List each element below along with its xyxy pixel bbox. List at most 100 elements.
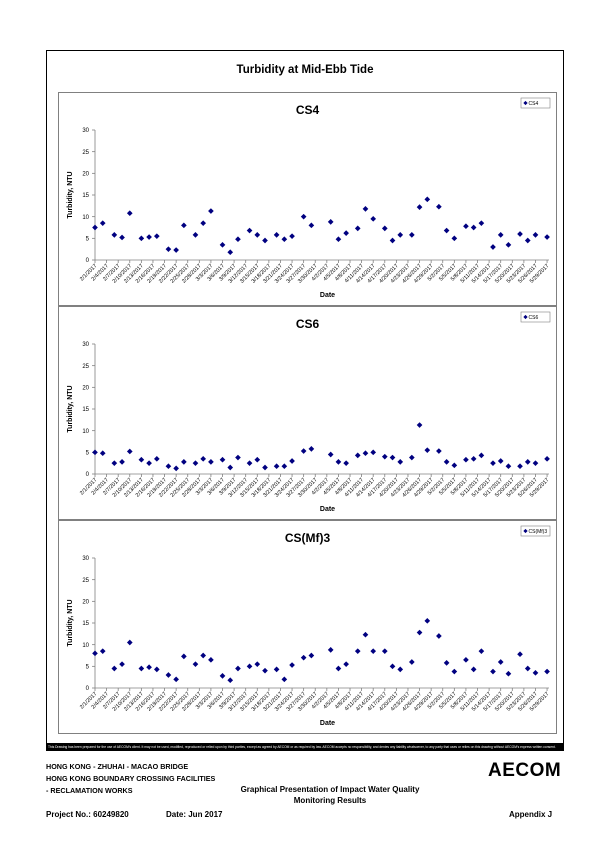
data-point	[416, 204, 423, 210]
data-point	[99, 450, 106, 457]
y-tick-label: 15	[82, 407, 89, 413]
data-point	[138, 456, 145, 463]
data-point	[173, 465, 179, 472]
data-point	[153, 233, 160, 239]
data-point	[381, 453, 388, 460]
chart-title: CS4	[296, 103, 320, 117]
data-point	[262, 237, 268, 244]
project-number: Project No.: 60249820	[46, 810, 129, 819]
x-axis-label: Date	[320, 720, 335, 727]
y-tick-label: 15	[82, 621, 89, 627]
data-point	[517, 463, 523, 470]
data-point	[254, 456, 261, 463]
data-point	[436, 633, 442, 639]
y-axis-label: Turbidity, NTU	[67, 599, 74, 646]
data-point	[273, 232, 280, 238]
data-point	[246, 227, 253, 234]
footer-line-3: - RECLAMATION WORKS	[46, 786, 133, 795]
data-point	[273, 666, 280, 673]
chart-area	[58, 520, 557, 734]
data-point	[343, 460, 349, 466]
legend-label: CS(Mf)3	[529, 529, 548, 535]
data-point	[308, 222, 315, 229]
main-title: Turbidity at Mid-Ebb Tide	[236, 64, 374, 76]
data-point	[327, 219, 334, 225]
data-point	[200, 220, 207, 226]
x-axis-label: Date	[320, 292, 335, 299]
data-point	[111, 460, 118, 466]
y-tick-label: 10	[82, 643, 89, 649]
data-point	[289, 233, 295, 239]
data-point	[92, 449, 98, 456]
y-tick-label: 30	[82, 556, 89, 562]
data-point	[219, 456, 226, 463]
y-tick-label: 0	[86, 686, 90, 692]
data-point	[335, 236, 342, 243]
data-point	[235, 665, 241, 672]
data-point	[146, 234, 152, 240]
data-point	[308, 446, 315, 452]
data-point	[192, 460, 199, 466]
data-point	[424, 196, 431, 203]
data-point	[381, 225, 388, 232]
y-tick-label: 15	[82, 193, 89, 199]
data-point	[362, 450, 369, 457]
data-point	[273, 463, 280, 470]
data-point	[165, 246, 172, 252]
data-point	[235, 236, 241, 243]
data-point	[436, 203, 442, 210]
data-point	[138, 665, 145, 672]
data-point	[181, 222, 187, 229]
data-point	[463, 456, 469, 463]
y-tick-label: 25	[82, 364, 89, 370]
y-tick-label: 5	[86, 451, 90, 457]
data-point	[497, 232, 504, 238]
legend-label: CS6	[529, 315, 539, 321]
data-point	[200, 652, 207, 659]
data-point	[490, 460, 496, 466]
legend-label: CS4	[529, 101, 539, 107]
data-point	[370, 216, 377, 222]
chart-title: CS6	[296, 317, 320, 331]
report-date: Date: Jun 2017	[166, 810, 223, 819]
data-point	[119, 459, 125, 465]
data-point	[451, 235, 458, 242]
chart-csmf3: CS(Mf)30510152025302/1/20172/4/20172/7/2…	[58, 520, 557, 734]
data-point	[497, 458, 504, 464]
data-point	[327, 647, 334, 653]
data-point	[362, 206, 369, 212]
data-point	[505, 463, 512, 470]
data-point	[335, 459, 342, 465]
data-point	[153, 666, 160, 673]
y-tick-label: 20	[82, 386, 89, 392]
legend-box	[520, 525, 551, 537]
legend-box	[520, 311, 551, 323]
y-axis-label: Turbidity, NTU	[67, 171, 74, 218]
data-point	[111, 232, 118, 238]
data-point	[544, 234, 550, 240]
data-point	[524, 237, 531, 244]
data-point	[463, 223, 469, 230]
data-point	[300, 448, 307, 454]
data-point	[126, 639, 133, 646]
data-point	[497, 659, 504, 665]
footer-title-line-2: Monitoring Results	[293, 796, 367, 805]
aecom-logo: AECOM	[488, 760, 562, 781]
data-point	[370, 449, 377, 456]
data-point	[436, 448, 442, 454]
data-point	[490, 244, 496, 250]
y-tick-label: 25	[82, 578, 89, 584]
data-point	[246, 460, 253, 466]
y-tick-label: 30	[82, 342, 89, 348]
data-point	[235, 454, 241, 461]
data-point	[289, 662, 295, 668]
data-point	[524, 665, 531, 672]
data-point	[146, 460, 152, 466]
data-point	[181, 459, 187, 465]
y-tick-label: 30	[82, 128, 89, 134]
data-point	[532, 232, 539, 238]
data-point	[451, 462, 458, 469]
chart-area	[58, 306, 557, 520]
y-tick-label: 0	[86, 472, 90, 478]
data-point	[119, 234, 125, 241]
